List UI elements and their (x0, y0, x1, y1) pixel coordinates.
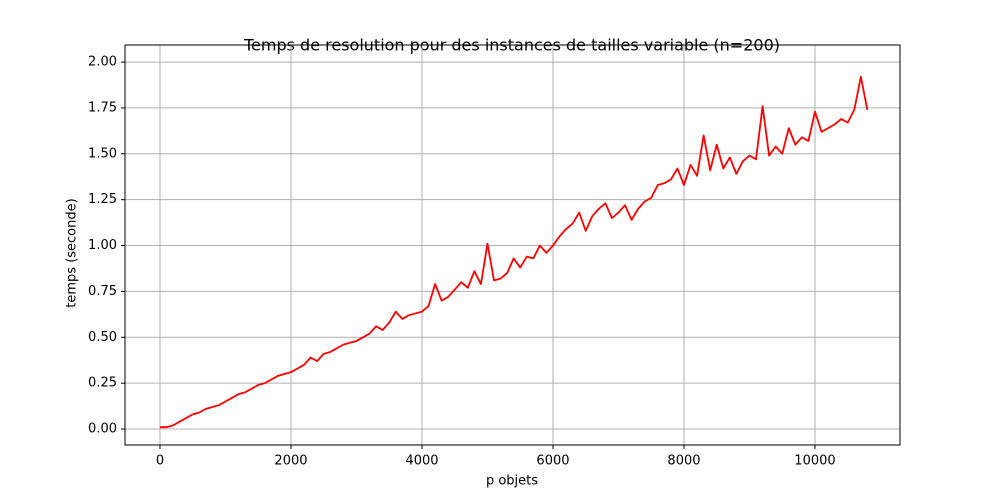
y-tick-label: 1.75 (88, 100, 117, 115)
y-tick-label: 1.00 (88, 238, 117, 253)
x-axis-label: p objets (486, 474, 538, 489)
plot-frame (124, 44, 901, 446)
x-tick-label: 2000 (274, 454, 307, 469)
y-tick-label: 1.25 (88, 192, 117, 207)
y-axis-label: temps (seconde) (65, 198, 80, 307)
x-tick-label: 10000 (794, 454, 835, 469)
y-tick-label: 0.25 (88, 376, 117, 391)
y-tick-label: 0.00 (88, 422, 117, 437)
y-tick-label: 1.50 (88, 146, 117, 161)
x-tick-label: 6000 (536, 454, 569, 469)
y-tick-label: 2.00 (88, 55, 117, 70)
y-tick-label: 0.50 (88, 330, 117, 345)
x-tick-label: 4000 (405, 454, 438, 469)
x-tick-label: 8000 (667, 454, 700, 469)
y-tick-label: 0.75 (88, 284, 117, 299)
data-line (159, 75, 869, 429)
x-tick-label: 0 (156, 454, 164, 469)
